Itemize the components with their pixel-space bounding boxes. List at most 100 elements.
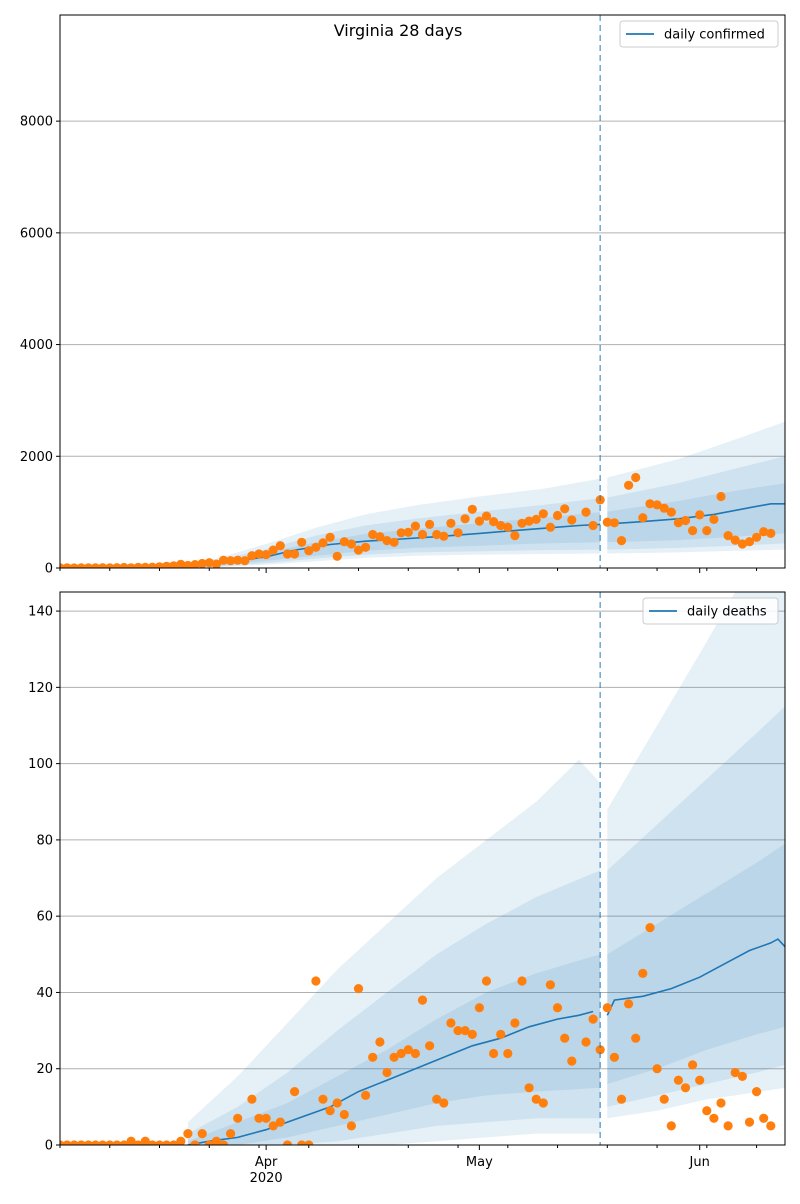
observed-point [290,549,300,559]
observed-point [62,563,72,568]
legend-label: daily confirmed [664,28,765,43]
observed-point [154,562,165,568]
observed-point [588,1014,598,1024]
observed-point [396,1048,406,1059]
observed-point [417,995,428,1005]
axes-frame [59,591,786,1146]
observed-point [375,1037,385,1047]
observed-point [76,563,86,568]
observed-point [105,563,115,568]
observed-point [730,1067,740,1078]
observed-point [766,528,776,539]
observed-point [147,562,157,568]
observed-point [169,561,179,568]
observed-point [496,520,506,531]
observed-point [311,542,321,552]
observed-point [361,542,371,552]
observed-point [62,1140,72,1145]
observed-point [616,536,627,546]
observed-point [624,999,634,1009]
observed-point [595,1045,605,1055]
legend-label: daily deaths [687,605,767,620]
observed-point [752,1087,762,1097]
observed-point [666,1121,676,1131]
observed-point [709,1113,719,1123]
observed-point [716,1098,726,1108]
observed-point [112,1140,122,1145]
forecast-median-line [606,938,785,1016]
observed-point [503,1048,513,1059]
observed-point [147,1140,157,1145]
observed-point [126,1136,136,1145]
observed-point [545,522,556,532]
observed-point [581,1037,591,1047]
observed-point [254,1113,264,1123]
observed-point [410,1048,420,1059]
observed-point [318,538,328,548]
observed-point [581,507,591,517]
observed-point [261,550,271,560]
observed-point [297,537,307,547]
observed-point [467,504,477,514]
observed-point [304,1140,314,1145]
observed-point [659,1094,669,1104]
observed-point [83,563,93,568]
observed-point [560,1033,570,1043]
observed-point [439,531,449,541]
observed-point [90,1140,101,1145]
y-tick-label: 2000 [20,450,53,465]
observed-point [645,923,655,933]
y-tick-label: 40 [36,986,53,1001]
observed-point [275,541,285,551]
observed-point [98,563,108,568]
observed-point [297,1140,307,1145]
observed-point [744,537,755,547]
observed-point [446,1018,456,1028]
observed-point [204,558,214,568]
observed-point [83,1140,93,1145]
observed-point [425,1041,435,1051]
observed-point [318,1094,328,1104]
observed-point [524,1083,534,1093]
observed-point [673,1075,684,1085]
observed-point [396,528,406,538]
observed-point [432,1094,442,1104]
observed-point [233,1113,243,1123]
observed-point [119,562,129,568]
observed-point [744,1117,755,1127]
observed-point [247,551,257,561]
observed-point [567,1056,577,1066]
observed-point [489,517,499,527]
observed-point [339,537,349,547]
observed-point [240,556,250,566]
observed-point [69,563,79,568]
y-tick-label: 4000 [20,338,53,353]
observed-point [105,1140,115,1145]
observed-point [98,1140,108,1145]
observed-point [503,522,513,532]
y-tick-label: 80 [36,833,53,848]
observed-point [716,491,726,502]
observed-point [368,529,378,540]
observed-point [652,1064,662,1074]
y-tick-label: 0 [45,562,53,577]
observed-point [282,1140,293,1145]
observed-point [218,555,229,565]
y-tick-label: 120 [28,681,53,696]
observed-point [417,529,428,540]
observed-point [474,1003,484,1013]
observed-point [169,1140,179,1145]
observed-point [204,1140,214,1145]
observed-point [510,1018,520,1028]
observed-point [460,1026,470,1036]
observed-point [190,1140,200,1145]
observed-point [702,1106,712,1116]
observed-point [688,526,698,536]
y-tick-label: 6000 [20,226,53,241]
observed-point [645,499,655,509]
observed-point [133,562,143,568]
observed-point [453,528,463,538]
uncertainty-band-middle [187,870,601,1145]
